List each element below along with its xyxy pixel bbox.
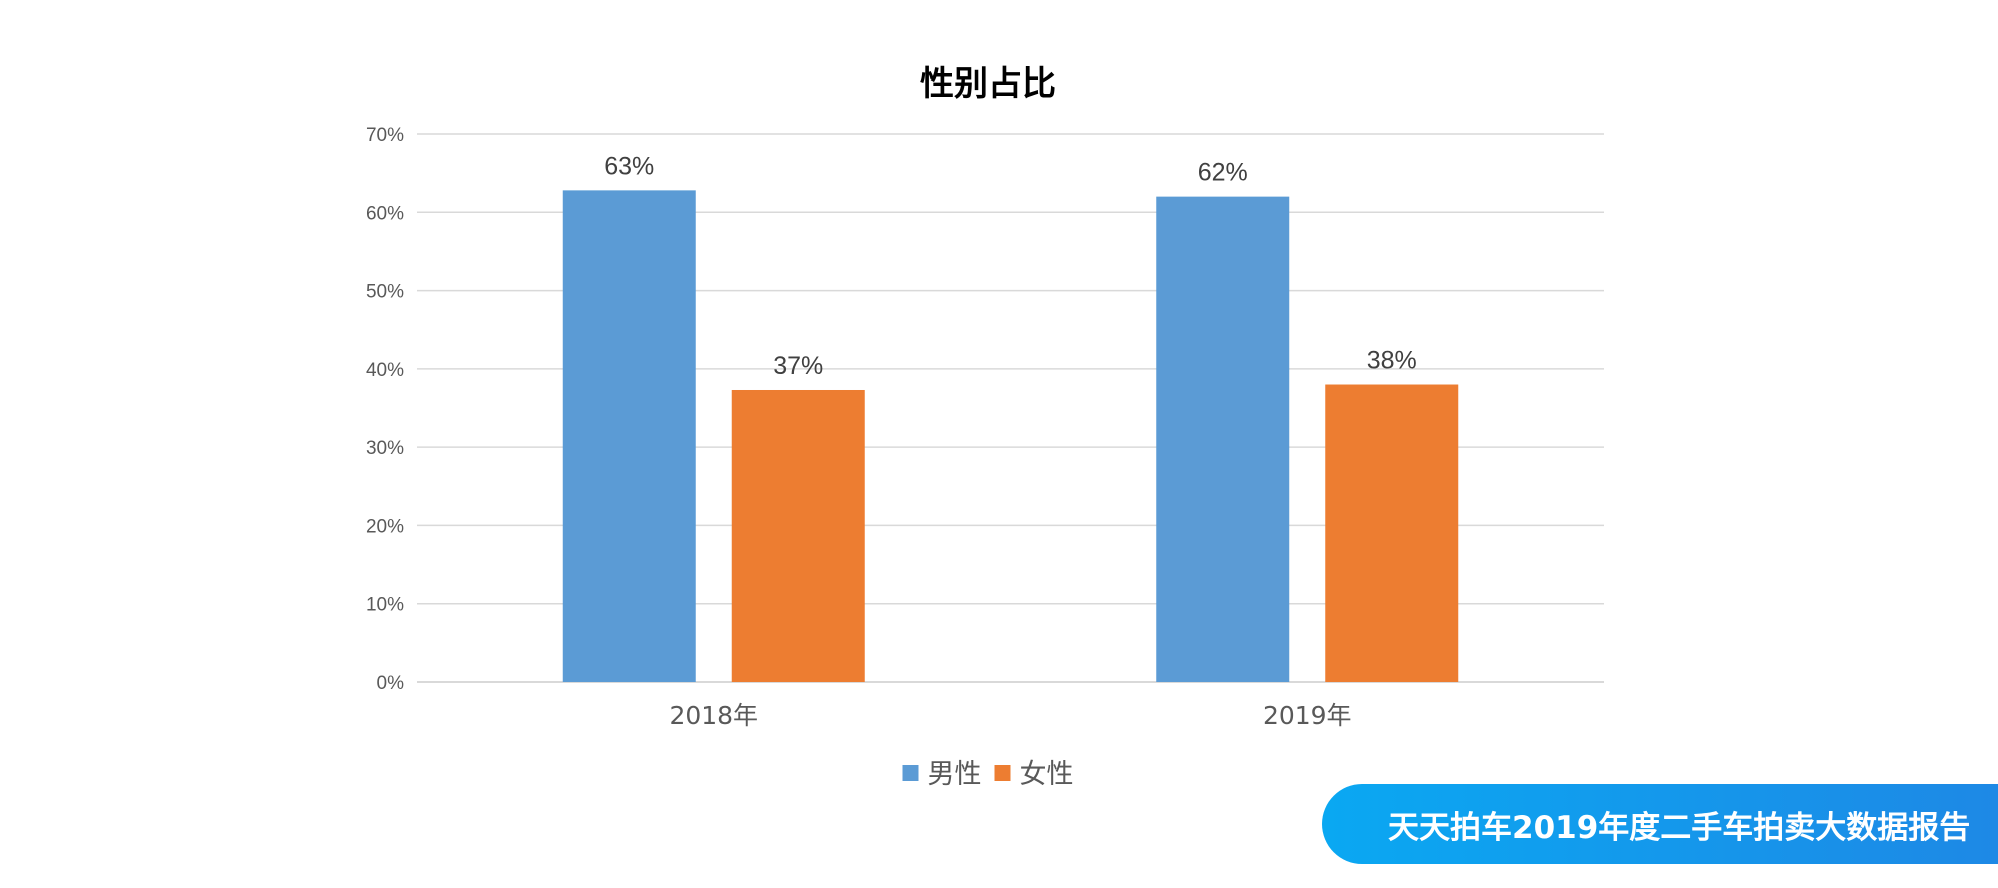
y-tick-label: 50% [366,282,404,303]
chart-title: 性别占比 [920,64,1056,104]
legend: 男性 女性 [902,759,1074,790]
y-axis-ticks: 0% 10% 20% 30% 40% 50% 60% 70% [366,125,404,694]
report-banner: 天天拍车2019年度二手车拍卖大数据报告 [1322,784,1998,864]
y-tick-label: 70% [366,125,404,146]
data-labels: 63% 37% 62% 38% [604,152,1417,380]
x-category-label: 2019年 [1263,701,1352,730]
y-tick-label: 20% [366,516,404,537]
legend-label: 女性 [1020,759,1074,790]
y-tick-label: 40% [366,360,404,381]
bar-male-0 [562,190,696,682]
y-tick-label: 60% [366,203,404,224]
bar-male-1 [1156,196,1290,682]
legend-swatch [994,765,1011,781]
bars [562,190,1459,682]
bar-female-1 [1325,384,1459,682]
legend-label: 男性 [928,759,982,790]
legend-item-male: 男性 [902,759,982,790]
bar-female-0 [731,389,865,682]
legend-swatch [902,765,919,781]
y-tick-label: 10% [366,595,404,616]
x-axis-categories: 2018年 2019年 [669,701,1351,730]
y-tick-label: 30% [366,438,404,459]
data-label: 63% [604,152,654,180]
legend-item-female: 女性 [994,759,1074,790]
data-label: 38% [1367,347,1417,375]
data-label: 62% [1198,159,1248,187]
y-tick-label: 0% [377,673,405,694]
banner-text: 天天拍车2019年度二手车拍卖大数据报告 [1388,809,1971,846]
x-category-label: 2018年 [669,701,758,730]
data-label: 37% [773,352,823,380]
